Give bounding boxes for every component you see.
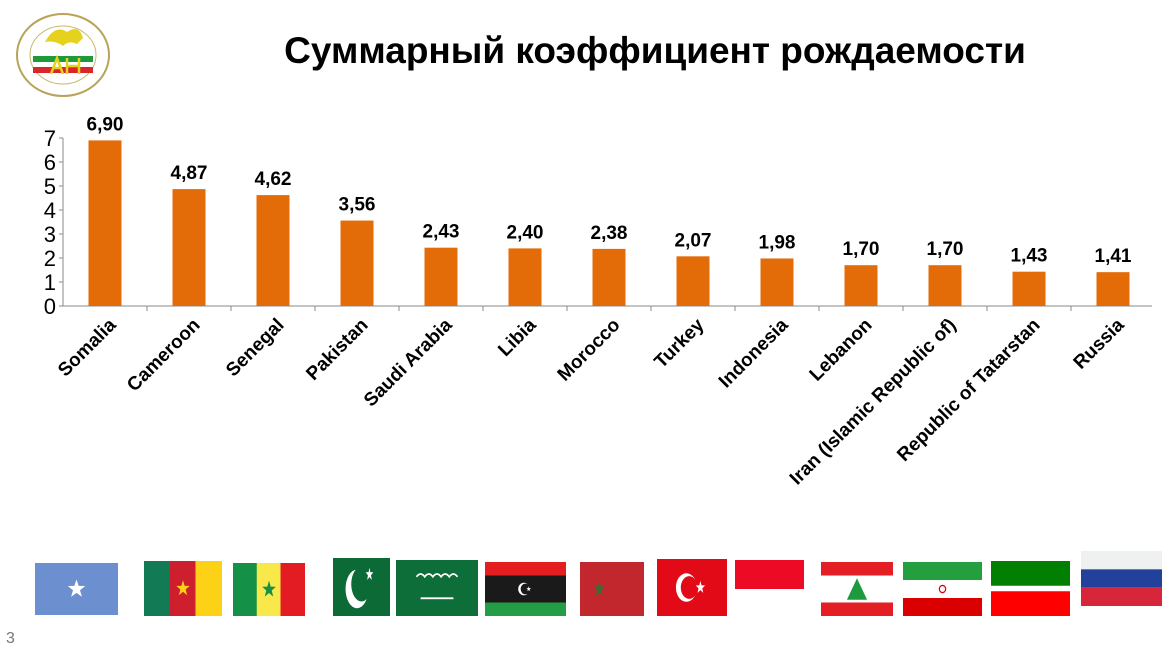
data-label: 1,70: [927, 239, 964, 260]
data-label: 1,41: [1095, 246, 1132, 267]
flag-somalia-icon: [35, 563, 118, 615]
bar-saudi-arabia: [424, 247, 458, 306]
data-label: 4,62: [255, 169, 292, 190]
x-tick-label: Turkey: [651, 314, 709, 372]
x-tick-label: Saudi Arabia: [360, 314, 457, 411]
y-tick-label: 0: [44, 294, 56, 319]
bar-lebanon: [844, 265, 878, 306]
x-tick-label: Senegal: [222, 315, 288, 381]
data-label: 2,38: [591, 223, 628, 244]
flag-senegal-icon: [233, 563, 305, 616]
x-tick-label: Libia: [494, 314, 541, 361]
y-tick-label: 3: [44, 222, 56, 247]
flag-turkey-icon: [657, 559, 727, 616]
flag-tatarstan-icon: [991, 561, 1070, 616]
flag-indonesia-icon: [735, 560, 804, 589]
data-label: 3,56: [339, 195, 376, 216]
data-label: 2,07: [675, 230, 712, 251]
bar-turkey: [676, 256, 710, 306]
flag-saudi-arabia-icon: [396, 560, 478, 616]
flag-russia-icon: [1081, 551, 1162, 606]
data-label: 6,90: [87, 114, 124, 135]
x-tick-label: Cameroon: [123, 315, 204, 396]
y-tick-label: 1: [44, 270, 56, 295]
slide-title: Суммарный коэффициент рождаемости: [284, 30, 1026, 71]
flag-cameroon-icon: [144, 561, 222, 616]
y-tick-label: 5: [44, 174, 56, 199]
data-label: 1,70: [843, 239, 880, 260]
bar-libia: [508, 248, 542, 306]
flag-morocco-icon: [580, 562, 644, 616]
academy-logo: [16, 13, 110, 97]
x-tick-label: Russia: [1070, 314, 1129, 373]
data-label: 1,43: [1011, 246, 1048, 267]
bar-morocco: [592, 248, 626, 306]
flag-iran-icon: [903, 562, 982, 616]
y-tick-label: 4: [44, 198, 56, 223]
bar-russia: [1096, 272, 1130, 306]
y-tick-label: 6: [44, 150, 56, 175]
data-label: 2,40: [507, 222, 544, 243]
x-tick-label: Somalia: [54, 314, 121, 381]
x-tick-label: Pakistan: [302, 315, 372, 385]
data-label: 4,87: [171, 163, 208, 184]
x-tick-label: Indonesia: [715, 314, 793, 392]
y-tick-label: 2: [44, 246, 56, 271]
x-tick-label: Morocco: [554, 315, 625, 386]
data-label: 2,43: [423, 222, 460, 243]
flag-pakistan-icon: [333, 558, 390, 616]
x-tick-label: Republic of Tatarstan: [893, 315, 1044, 466]
bar-cameroon: [172, 189, 206, 306]
y-tick-label: 7: [44, 126, 56, 151]
bar-senegal: [256, 195, 290, 306]
bar-pakistan: [340, 220, 374, 306]
flag-lebanon-icon: [821, 562, 893, 616]
bar-republic-of-tatarstan: [1012, 271, 1046, 306]
bar-iran-islamic-republic-of-: [928, 265, 962, 306]
page-number: 3: [6, 630, 15, 647]
flag-libya-icon: [485, 562, 566, 616]
data-label: 1,98: [759, 232, 796, 253]
bar-somalia: [88, 140, 122, 306]
x-tick-label: Lebanon: [806, 315, 877, 386]
bar-indonesia: [760, 258, 794, 306]
x-tick-label: Iran (Islamic Republic of): [786, 315, 961, 490]
